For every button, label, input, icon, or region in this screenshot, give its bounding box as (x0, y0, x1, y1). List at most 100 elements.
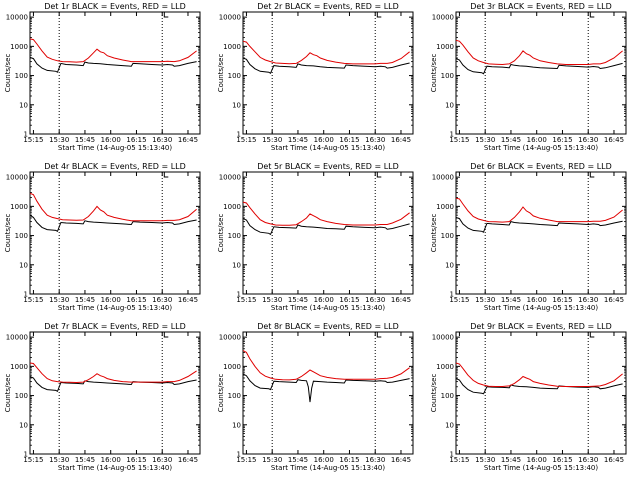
x-tick-label: 16:30 (365, 296, 385, 304)
y-tick-label: 1 (450, 131, 454, 139)
x-tick-label: 15:45 (75, 296, 95, 304)
detector-chart-6: Det 6r BLACK = Events, RED = LLD 1 10 100 10… (430, 162, 627, 312)
x-tick-label: 16:45 (391, 136, 411, 144)
x-tick-label: 15:30 (49, 136, 69, 144)
chart-title: Det 3r BLACK = Events, RED = LLD (470, 2, 612, 11)
series-line-events (455, 216, 623, 233)
x-tick-label: 16:30 (578, 296, 598, 304)
plot-frame (29, 11, 201, 135)
x-tick-label: 16:30 (578, 456, 598, 464)
x-tick-label: 15:30 (262, 136, 282, 144)
x-tick-label: 16:00 (101, 296, 121, 304)
x-tick-label: 16:30 (152, 456, 172, 464)
y-tick-label: 1 (24, 131, 28, 139)
x-tick-label: 15:15 (23, 136, 43, 144)
y-tick-label: 100 (441, 72, 454, 80)
series-line-lld (455, 362, 623, 387)
y-axis-label: Counts/sec (430, 374, 438, 413)
x-tick-label: 16:45 (604, 136, 624, 144)
x-tick-label: 15:30 (262, 456, 282, 464)
x-tick-label: 16:15 (552, 456, 572, 464)
y-tick-label: 10000 (219, 174, 241, 182)
y-tick-label: 10 (19, 101, 28, 109)
y-tick-label: 1000 (10, 203, 28, 211)
y-tick-label: 1000 (10, 43, 28, 51)
y-tick-label: 100 (15, 232, 28, 240)
x-tick-label: 16:00 (101, 456, 121, 464)
x-tick-label: 16:30 (152, 136, 172, 144)
chart-title: Det 6r BLACK = Events, RED = LLD (470, 162, 612, 171)
x-tick-label: 15:30 (49, 456, 69, 464)
marker-glyph (163, 12, 169, 18)
marker-glyph (589, 12, 595, 18)
x-tick-label: 16:15 (552, 296, 572, 304)
y-tick-label: 10 (445, 101, 454, 109)
marker-glyph (376, 12, 382, 18)
plot-frame (242, 331, 414, 455)
y-tick-label: 100 (441, 392, 454, 400)
y-axis-label: Counts/sec (217, 54, 225, 93)
y-tick-label: 100 (441, 232, 454, 240)
plot-frame (242, 171, 414, 295)
y-tick-label: 10000 (432, 174, 454, 182)
y-tick-label: 10000 (219, 334, 241, 342)
plot-frame (455, 171, 627, 295)
x-tick-label: 15:15 (236, 456, 256, 464)
series-line-lld (29, 362, 197, 384)
series-line-lld (242, 201, 410, 226)
y-tick-label: 100 (15, 392, 28, 400)
x-tick-label: 16:45 (391, 296, 411, 304)
x-tick-label: 15:15 (449, 136, 469, 144)
plot-frame (455, 331, 627, 455)
detector-chart-5: Det 5r BLACK = Events, RED = LLD 1 10 100 10… (217, 162, 414, 312)
marker-glyph (376, 332, 382, 338)
x-tick-label: 16:30 (365, 456, 385, 464)
x-axis-label: Start Time (14-Aug-05 15:13:40) (484, 304, 598, 312)
y-tick-label: 10000 (219, 14, 241, 22)
x-axis-label: Start Time (14-Aug-05 15:13:40) (58, 144, 172, 152)
y-tick-label: 10 (445, 261, 454, 269)
x-tick-label: 15:45 (501, 296, 521, 304)
y-tick-label: 1 (237, 451, 241, 459)
x-tick-label: 16:45 (391, 456, 411, 464)
detector-chart-1: Det 1r BLACK = Events, RED = LLD 1 10 100 10… (4, 2, 201, 152)
x-tick-label: 15:15 (236, 296, 256, 304)
x-tick-label: 15:15 (23, 296, 43, 304)
x-tick-label: 16:15 (552, 136, 572, 144)
x-tick-label: 15:30 (49, 296, 69, 304)
x-tick-label: 15:45 (288, 456, 308, 464)
y-axis-label: Counts/sec (4, 214, 12, 253)
y-axis-label: Counts/sec (217, 374, 225, 413)
x-tick-label: 16:00 (314, 296, 334, 304)
y-tick-label: 1000 (223, 363, 241, 371)
marker-glyph (589, 172, 595, 178)
x-axis-label: Start Time (14-Aug-05 15:13:40) (271, 144, 385, 152)
y-tick-label: 1 (237, 131, 241, 139)
x-tick-label: 16:15 (126, 296, 146, 304)
plot-frame (455, 11, 627, 135)
series-line-lld (29, 38, 197, 63)
x-tick-label: 15:45 (288, 136, 308, 144)
y-tick-label: 1 (237, 291, 241, 299)
y-tick-label: 100 (228, 72, 241, 80)
y-tick-label: 10 (232, 261, 241, 269)
y-tick-label: 100 (15, 72, 28, 80)
series-line-events (455, 378, 623, 395)
y-tick-label: 10000 (6, 334, 28, 342)
y-tick-label: 10 (19, 261, 28, 269)
x-tick-label: 16:00 (527, 456, 547, 464)
chart-title: Det 4r BLACK = Events, RED = LLD (44, 162, 186, 171)
series-line-events (242, 57, 410, 75)
marker-glyph (376, 172, 382, 178)
y-tick-label: 1000 (10, 363, 28, 371)
y-tick-label: 100 (228, 392, 241, 400)
x-tick-label: 16:00 (101, 136, 121, 144)
y-tick-label: 1 (450, 451, 454, 459)
x-tick-label: 15:45 (75, 136, 95, 144)
y-axis-label: Counts/sec (4, 374, 12, 413)
x-tick-label: 15:30 (475, 296, 495, 304)
marker-glyph (163, 332, 169, 338)
x-tick-label: 16:15 (126, 136, 146, 144)
series-line-events (455, 58, 623, 75)
x-tick-label: 15:15 (236, 136, 256, 144)
